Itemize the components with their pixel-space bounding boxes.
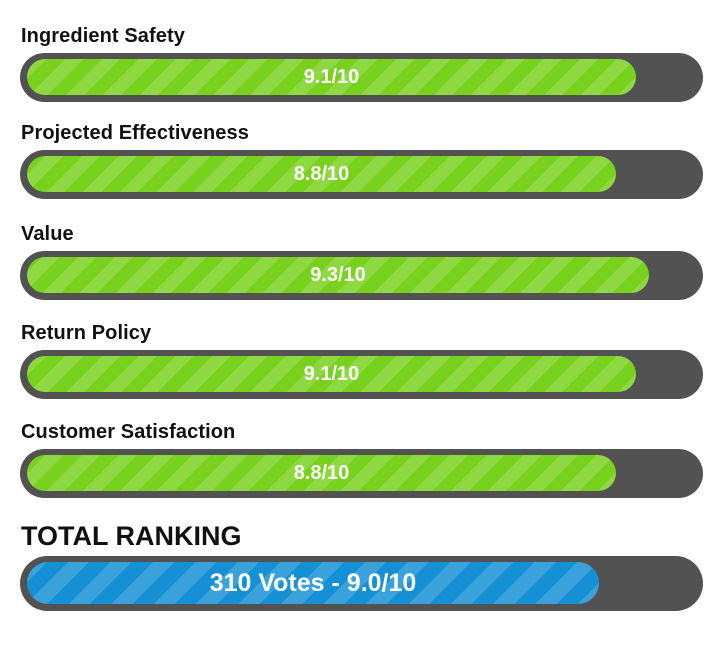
rating-score: 8.8/10 <box>293 162 350 185</box>
rating-label: Ingredient Safety <box>21 25 185 47</box>
total-ranking-title: TOTAL RANKING <box>21 521 242 551</box>
total-ranking-track: 310 Votes - 9.0/10 <box>20 556 703 611</box>
rating-score: 9.3/10 <box>310 263 366 286</box>
total-ranking-summary: 310 Votes - 9.0/10 <box>209 568 417 597</box>
rating-track: 9.1/10 <box>20 350 703 399</box>
rating-fill: 9.1/10 <box>27 59 636 95</box>
rating-score: 9.1/10 <box>303 362 360 385</box>
rating-track: 8.8/10 <box>20 150 703 199</box>
rating-fill: 8.8/10 <box>27 156 616 192</box>
rating-track: 9.3/10 <box>20 251 703 300</box>
rating-label: Value <box>21 223 74 245</box>
rating-track: 8.8/10 <box>20 449 703 498</box>
total-ranking-fill: 310 Votes - 9.0/10 <box>27 562 599 604</box>
rating-label: Return Policy <box>21 322 152 344</box>
rating-score: 8.8/10 <box>293 461 350 484</box>
rating-score: 9.1/10 <box>303 65 360 88</box>
rating-label: Customer Satisfaction <box>21 421 236 443</box>
rating-fill: 9.1/10 <box>27 356 636 392</box>
rating-track: 9.1/10 <box>20 53 703 102</box>
rating-label: Projected Effectiveness <box>21 122 249 144</box>
rating-fill: 9.3/10 <box>27 257 649 293</box>
rating-fill: 8.8/10 <box>27 455 616 491</box>
